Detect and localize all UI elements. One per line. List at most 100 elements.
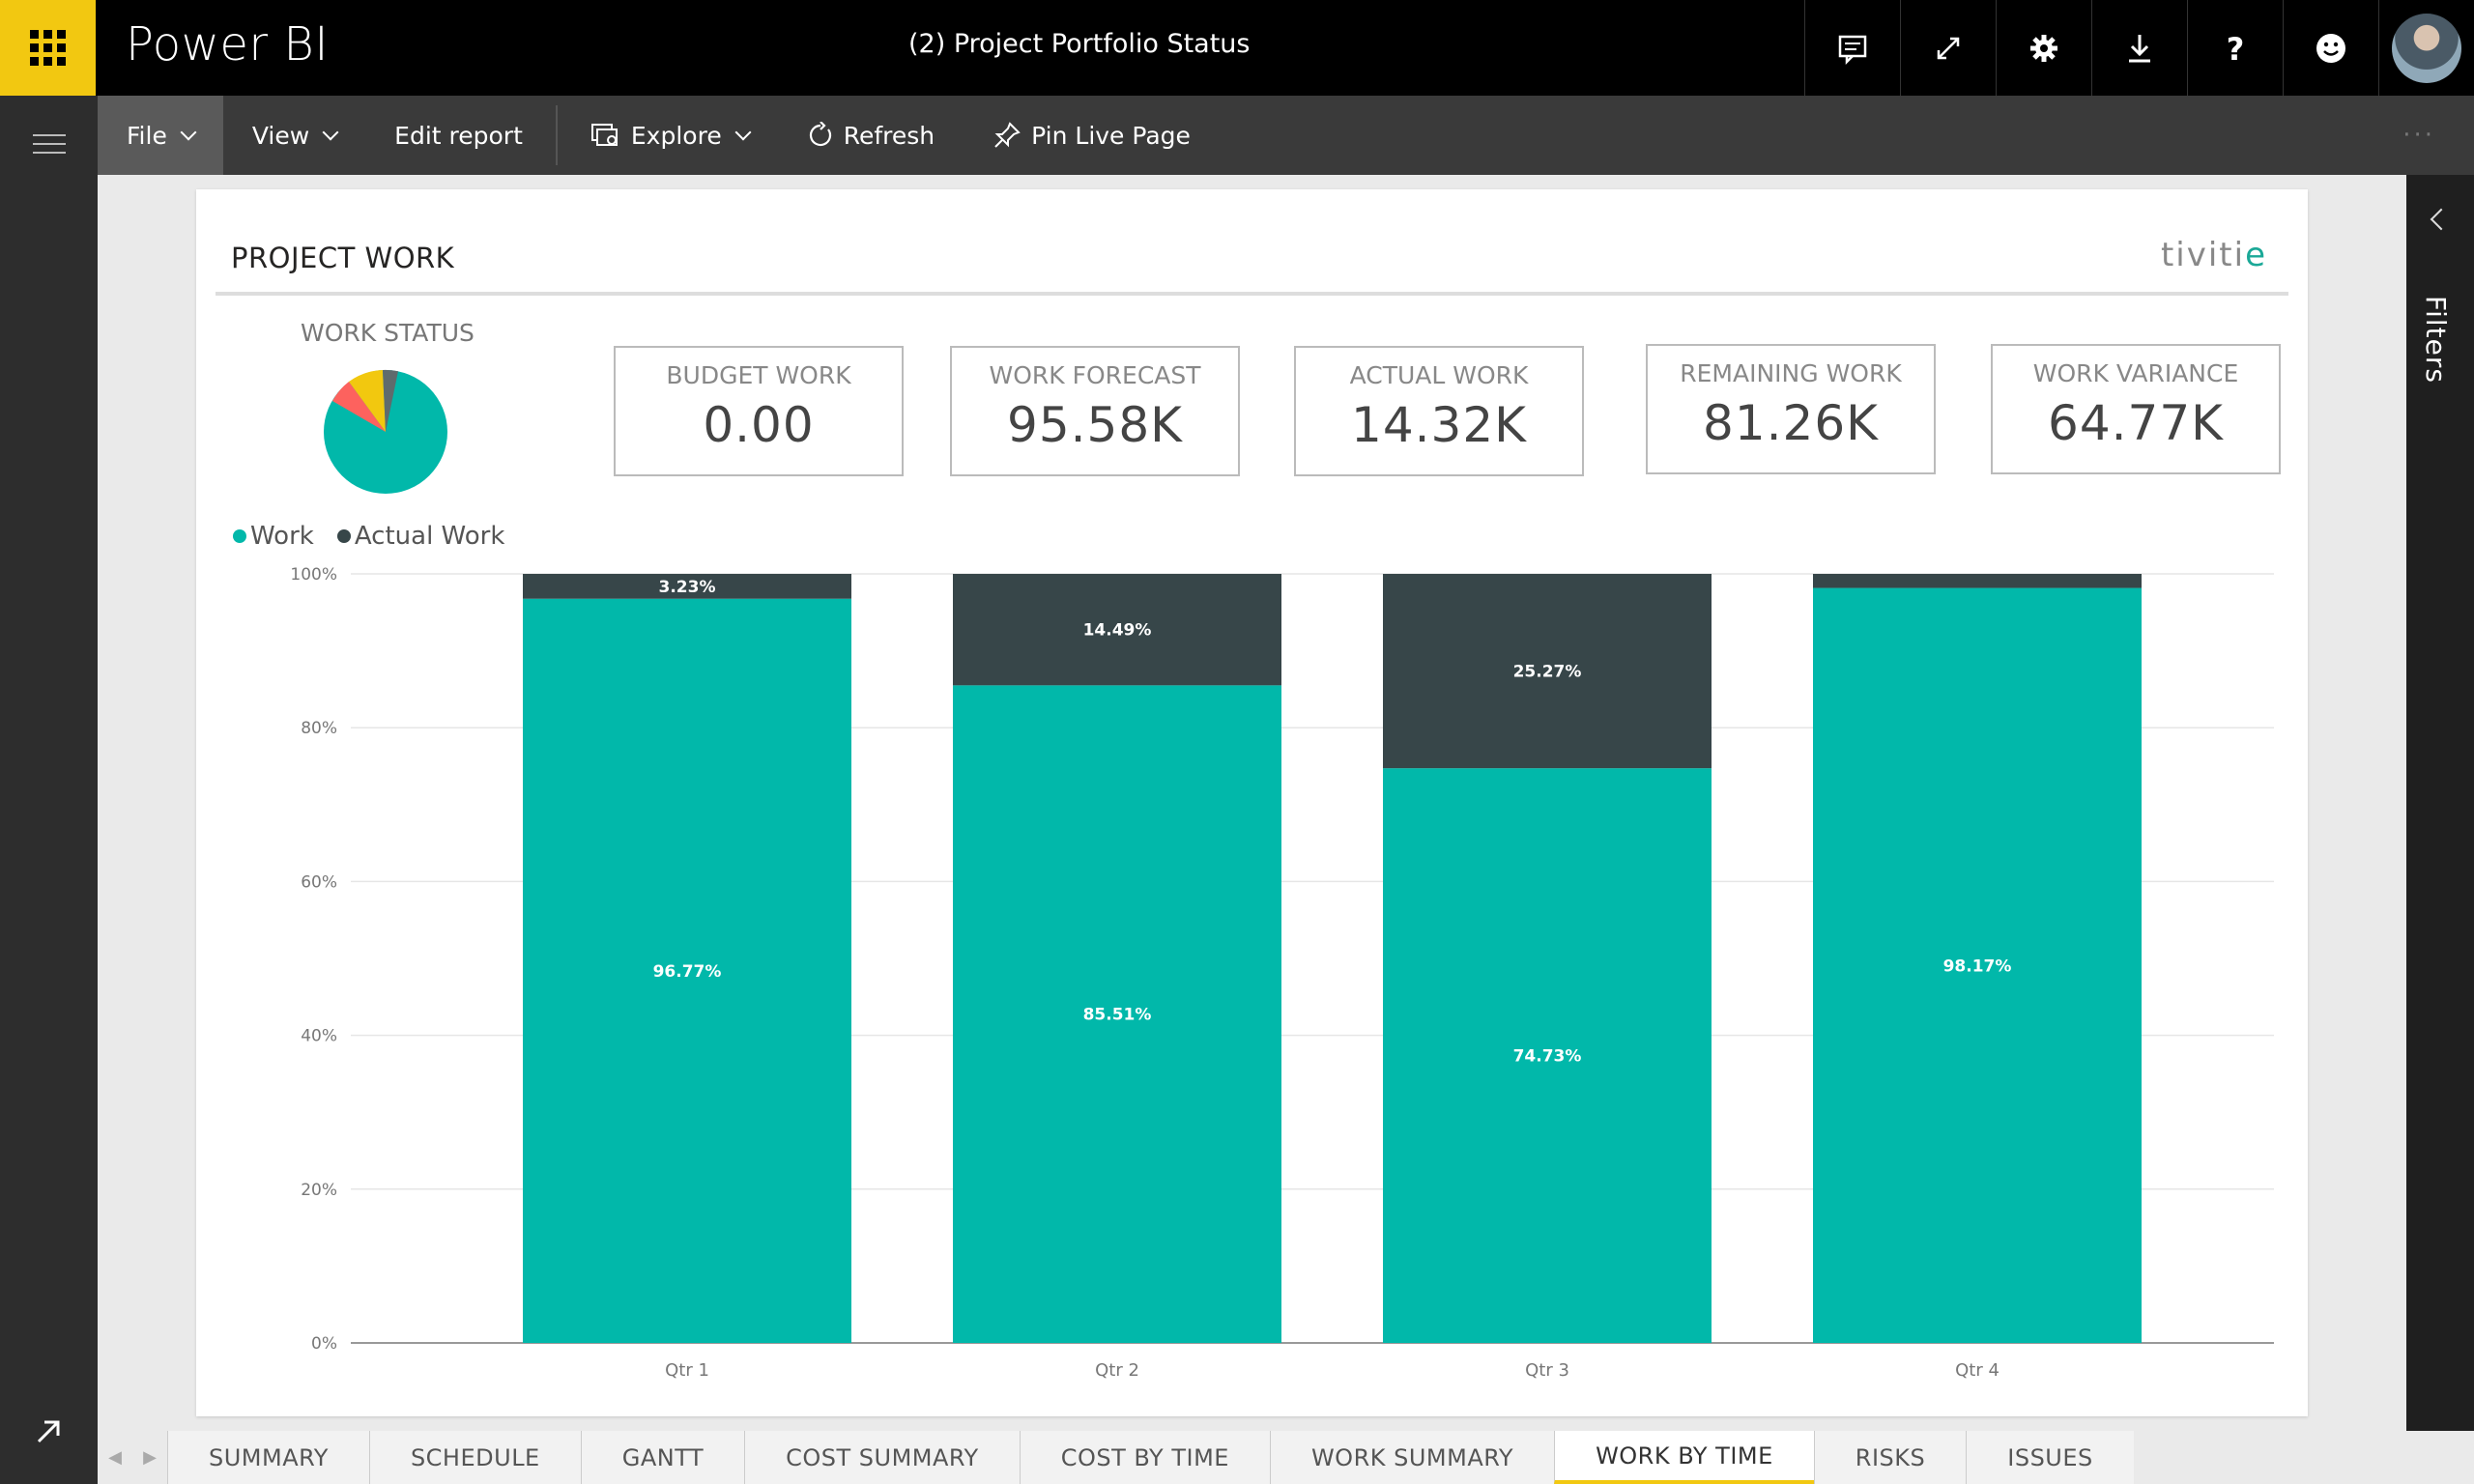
bar-work-qtr-1[interactable] [523, 598, 851, 1343]
chevron-down-icon [734, 124, 752, 141]
gear-icon[interactable] [1996, 0, 2091, 96]
brand-name[interactable]: Power BI [126, 17, 329, 71]
x-tick-label: Qtr 2 [1095, 1360, 1139, 1381]
kpi-value: 14.32K [1351, 397, 1527, 453]
app-launcher-button[interactable] [0, 0, 96, 96]
legend-label: Work [250, 522, 314, 551]
bar-work-qtr-2[interactable] [953, 685, 1281, 1343]
pin-live-page-button[interactable]: Pin Live Page [964, 96, 1220, 175]
refresh-button[interactable]: Refresh [778, 96, 964, 175]
tivitie-logo: tivitie [2160, 236, 2267, 274]
kpi-budget-work[interactable]: BUDGET WORK 0.00 [614, 346, 904, 476]
kpi-value: 0.00 [703, 397, 815, 453]
data-label: 74.73% [1513, 1047, 1582, 1067]
tab-work-summary[interactable]: WORK SUMMARY [1269, 1431, 1555, 1484]
x-tick-label: Qtr 3 [1525, 1360, 1569, 1381]
tab-cost-by-time[interactable]: COST BY TIME [1019, 1431, 1270, 1484]
kpi-work-variance[interactable]: WORK VARIANCE 64.77K [1991, 344, 2281, 474]
refresh-label: Refresh [843, 121, 935, 150]
legend-dot-actual-work [336, 529, 351, 543]
kpi-remaining-work[interactable]: REMAINING WORK 81.26K [1646, 344, 1936, 474]
tab-scroll-left-icon[interactable]: ◀ [108, 1447, 122, 1468]
tab-summary[interactable]: SUMMARY [167, 1431, 369, 1484]
more-options-button[interactable]: ··· [2402, 121, 2435, 150]
edit-report-button[interactable]: Edit report [365, 96, 552, 175]
file-menu-button[interactable]: File [98, 96, 223, 175]
waffle-icon [30, 30, 66, 66]
data-label: 14.49% [1083, 621, 1152, 641]
work-by-quarter-stacked-bar-chart[interactable]: 0% 20% 40% 60% 80% 100% 96.77% 3.23% Qtr 1 85.51%… [235, 556, 2293, 1387]
hamburger-menu-icon[interactable] [33, 134, 66, 160]
report-title: (2) Project Portfolio Status [908, 29, 1251, 59]
pin-icon [994, 122, 1021, 148]
kpi-label: WORK VARIANCE [2032, 359, 2239, 387]
pie-slice-grey[interactable] [383, 369, 398, 432]
filters-pane[interactable]: Filters [2406, 175, 2474, 1431]
bar-actual-work-qtr-2[interactable] [953, 574, 1281, 686]
toolbar-divider [555, 105, 558, 165]
data-label: 85.51% [1083, 1006, 1152, 1025]
y-tick-label: 60% [301, 872, 337, 892]
tab-gantt[interactable]: GANTT [580, 1431, 745, 1484]
edit-report-label: Edit report [394, 121, 523, 150]
user-avatar-button[interactable] [2378, 0, 2474, 96]
kpi-actual-work[interactable]: ACTUAL WORK 14.32K [1294, 346, 1584, 476]
explore-menu-button[interactable]: Explore [561, 96, 778, 175]
view-menu-button[interactable]: View [223, 96, 365, 175]
data-label: 3.23% [659, 578, 716, 597]
legend-label: Actual Work [354, 522, 505, 551]
pie-slice-yellow[interactable] [349, 370, 386, 432]
smiley-icon[interactable] [2283, 0, 2378, 96]
legend-dot-work [233, 529, 246, 543]
expand-nav-icon[interactable] [35, 1418, 62, 1449]
data-label: 96.77% [653, 962, 722, 982]
left-nav-rail [0, 96, 98, 1484]
y-tick-label: 0% [311, 1334, 337, 1354]
comment-icon[interactable] [1804, 0, 1900, 96]
top-bar: Power BI (2) Project Portfolio Status ? [0, 0, 2474, 96]
tab-issues[interactable]: ISSUES [1966, 1431, 2134, 1484]
work-status-title: WORK STATUS [301, 319, 475, 347]
bar-work-qtr-3[interactable] [1383, 768, 1712, 1343]
chevron-down-icon [180, 124, 197, 141]
data-label: 98.17% [1943, 956, 2012, 976]
tab-scroll-right-icon[interactable]: ▶ [143, 1447, 157, 1468]
kpi-work-forecast[interactable]: WORK FORECAST 95.58K [950, 346, 1240, 476]
chart-legend: Work Actual Work [233, 522, 504, 551]
bar-actual-work-qtr-1[interactable] [523, 574, 851, 599]
legend-item-actual-work[interactable]: Actual Work [336, 522, 505, 551]
tab-cost-summary[interactable]: COST SUMMARY [744, 1431, 1020, 1484]
explore-icon [590, 124, 618, 146]
tab-work-by-time[interactable]: WORK BY TIME [1554, 1431, 1814, 1484]
bar-work-qtr-4[interactable] [1813, 587, 2142, 1343]
view-label: View [251, 121, 310, 150]
y-tick-label: 80% [301, 719, 337, 738]
help-icon[interactable]: ? [2187, 0, 2283, 96]
tab-scroll-controls: ◀ ▶ [98, 1431, 167, 1484]
explore-label: Explore [630, 121, 722, 150]
legend-item-work[interactable]: Work [233, 522, 314, 551]
download-icon[interactable] [2091, 0, 2187, 96]
kpi-label: REMAINING WORK [1680, 359, 1902, 387]
bar-actual-work-qtr-3[interactable] [1383, 574, 1712, 769]
y-tick-label: 100% [290, 565, 337, 585]
page-title: PROJECT WORK [231, 242, 455, 274]
work-status-pie-chart[interactable] [323, 369, 448, 495]
kpi-value: 64.77K [2048, 395, 2224, 451]
file-label: File [127, 121, 167, 150]
y-tick-label: 40% [301, 1027, 337, 1046]
x-tick-label: Qtr 4 [1955, 1360, 1999, 1381]
filters-label[interactable]: Filters [2420, 296, 2452, 384]
tab-risks[interactable]: RISKS [1813, 1431, 1967, 1484]
pie-slice-red[interactable] [332, 382, 386, 432]
chevron-left-icon[interactable] [2430, 208, 2453, 231]
kpi-value: 81.26K [1703, 395, 1879, 451]
fullscreen-icon[interactable] [1900, 0, 1996, 96]
tab-schedule[interactable]: SCHEDULE [368, 1431, 581, 1484]
bar-actual-work-qtr-4[interactable] [1813, 574, 2142, 588]
kpi-label: BUDGET WORK [666, 361, 851, 389]
kpi-label: ACTUAL WORK [1349, 361, 1529, 389]
report-toolbar: File View Edit report Explore Refresh Pi… [98, 96, 2474, 175]
title-divider [216, 292, 2288, 296]
refresh-icon [809, 122, 831, 147]
